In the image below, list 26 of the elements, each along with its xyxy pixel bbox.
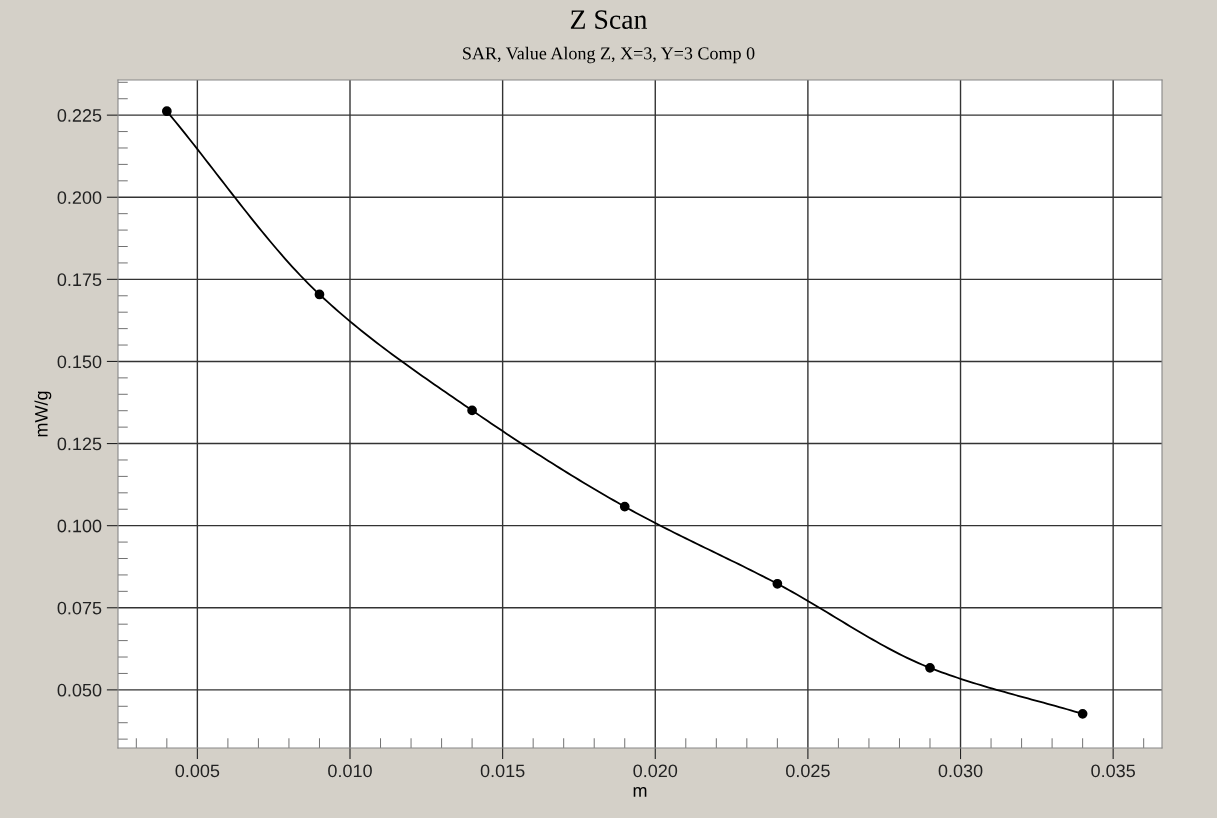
y-tick-label: 0.200 xyxy=(57,191,102,204)
point xyxy=(619,501,630,512)
chart-title: Z Scan xyxy=(570,10,648,29)
point xyxy=(161,106,172,117)
x-tick-label: 0.035 xyxy=(1091,764,1135,778)
x-axis-title: m xyxy=(633,786,647,797)
y-tick-label: 0.175 xyxy=(57,273,102,287)
point xyxy=(467,405,477,416)
y-tick-label: 0.100 xyxy=(57,519,102,533)
point xyxy=(925,663,935,673)
y-tick-label: 0.150 xyxy=(57,355,102,369)
point xyxy=(1077,708,1088,719)
x-tick-label: 0.005 xyxy=(175,764,220,778)
chart-subtitle: SAR, Value Along Z, X=3, Y=3 Comp 0 xyxy=(463,46,755,64)
point xyxy=(772,578,783,589)
y-axis-title: mW/g xyxy=(34,391,52,437)
x-tick-label: 0.030 xyxy=(938,764,983,778)
x-tick-label: 0.010 xyxy=(328,764,372,778)
y-tick-label: 0.050 xyxy=(57,683,102,697)
y-tick-label: 0.125 xyxy=(57,437,102,451)
point xyxy=(314,289,325,300)
x-tick-label: 0.020 xyxy=(633,764,678,778)
y-tick-label: 0.225 xyxy=(57,109,102,122)
x-tick-label: 0.015 xyxy=(480,764,525,778)
x-tick-label: 0.025 xyxy=(786,764,830,778)
y-tick-label: 0.075 xyxy=(57,601,102,615)
